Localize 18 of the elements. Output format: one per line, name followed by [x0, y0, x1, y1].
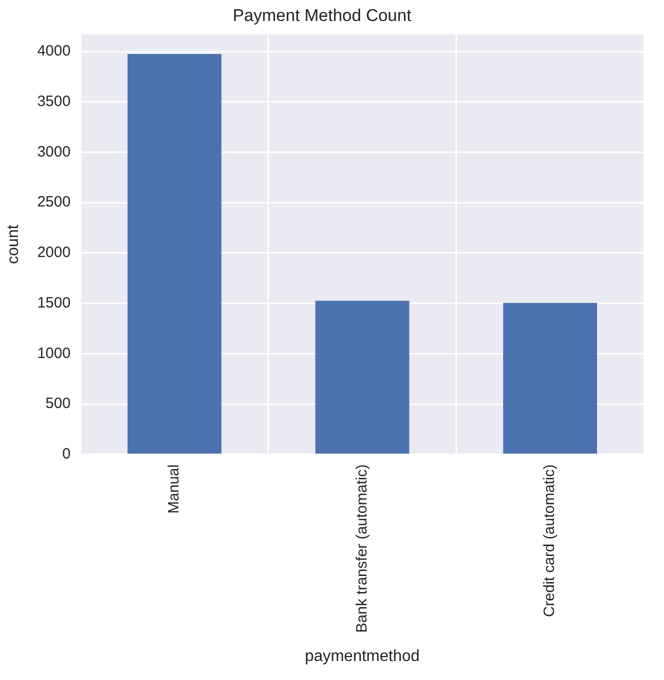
y-tick-label: 3500 [37, 93, 71, 110]
y-tick-label: 0 [62, 446, 71, 463]
bar [503, 302, 598, 454]
x-axis-title: paymentmethod [304, 648, 420, 665]
y-tick-label: 1500 [37, 294, 71, 312]
y-tick-label: 4000 [37, 42, 71, 60]
y-axis-title: count [5, 224, 22, 264]
chart-title: Payment Method Count [232, 6, 412, 25]
x-tick-label: Manual [166, 464, 183, 514]
y-tick-label: 500 [46, 395, 71, 412]
x-tick-label: Bank transfer (automatic) [353, 464, 370, 633]
x-tick-label: Credit card (automatic) [541, 464, 558, 617]
y-tick-label: 3000 [37, 143, 71, 160]
y-tick-label: 1000 [37, 344, 71, 362]
y-tick-label: 2000 [37, 244, 71, 262]
bar [315, 300, 410, 454]
y-tick-label: 2500 [37, 194, 71, 211]
bar [128, 54, 222, 454]
